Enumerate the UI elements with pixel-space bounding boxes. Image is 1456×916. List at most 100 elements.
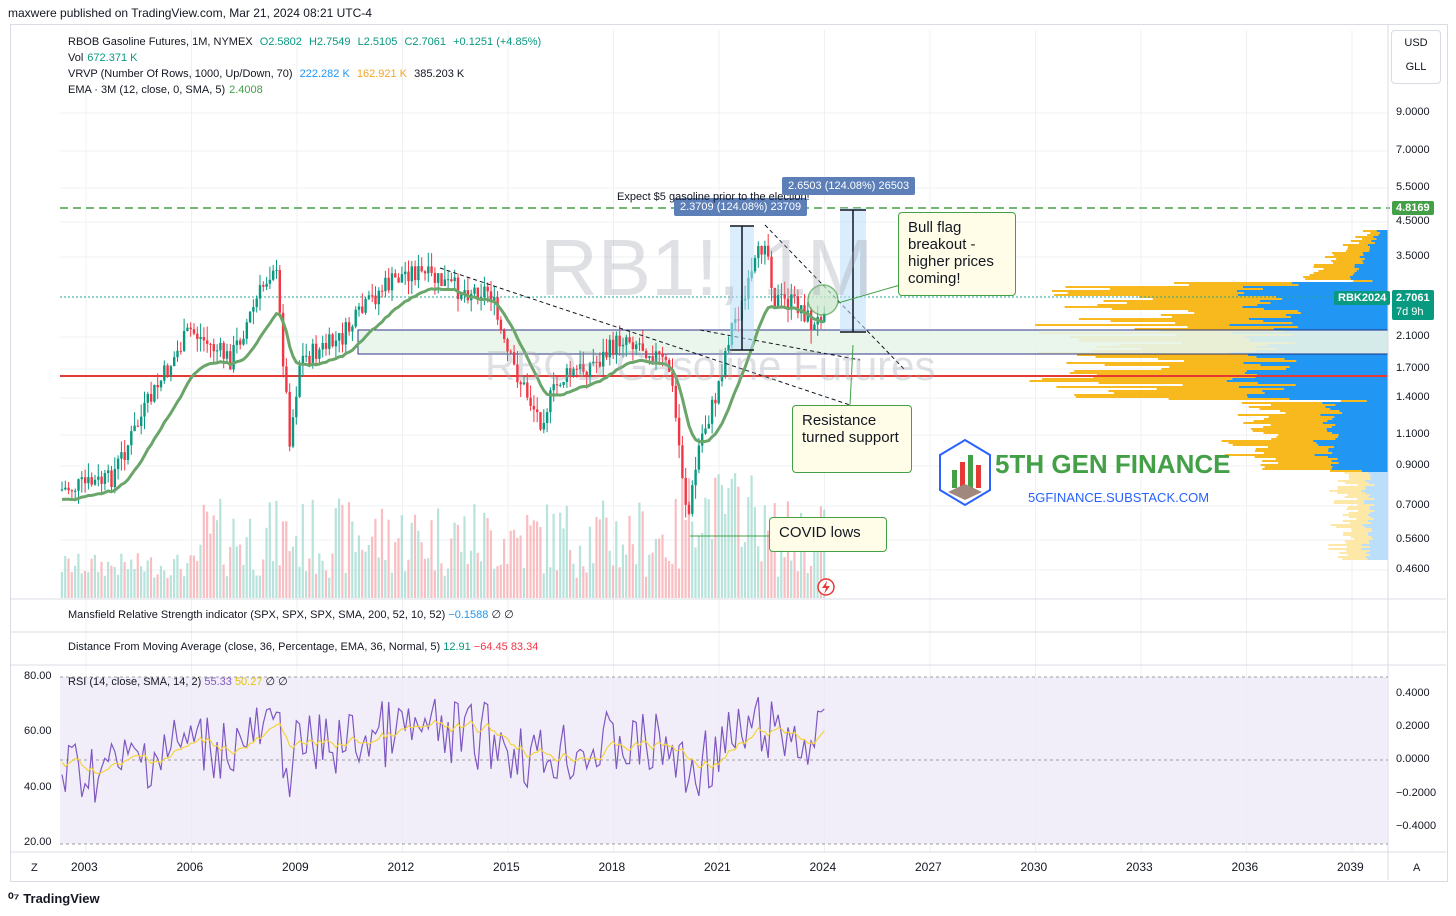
candle-body [413,266,417,281]
candle-body [133,425,136,432]
profile-up-bar [1365,556,1388,558]
volume-bar [182,576,186,598]
volume-bar [186,562,189,598]
volume-bar [354,551,357,598]
candle-body [123,452,126,460]
volume-bar [397,538,400,598]
currency-usd[interactable]: USD [1404,37,1428,49]
profile-down-bar [1263,418,1333,420]
profile-up-bar [1374,504,1388,506]
currency-unit-selector[interactable]: USD GLL [1391,30,1441,84]
volume-bar [644,576,648,598]
candle-body [681,445,684,478]
candle-body [87,477,90,484]
volume-bar [140,566,143,598]
profile-up-bar [1314,454,1388,456]
profile-up-bar [1366,400,1388,402]
volume-bar [400,515,403,598]
profile-up-bar [1318,444,1388,446]
candle-body [450,279,453,282]
volume-bar [103,575,106,598]
profile-down-bar [1348,474,1371,476]
volume-bar [463,516,466,598]
profile-up-bar [1369,546,1388,548]
candle-body [602,351,605,367]
contract-tag: RBK2024 [1334,291,1391,305]
profile-down-bar [1346,550,1370,552]
candle-body [232,345,235,370]
candle-body [67,487,70,491]
rsi-legend[interactable]: RSI (14, close, SMA, 14, 2) 55.33 50.27 … [68,676,288,688]
candle-body [809,310,813,331]
profile-down-bar [1074,394,1247,396]
auto-scale-button[interactable]: A [1413,862,1421,874]
zoom-reset-button[interactable]: Z [31,862,38,874]
volume-legend[interactable]: Vol 672.371 K [68,52,138,64]
unit-gll[interactable]: GLL [1405,61,1427,73]
profile-up-bar [1365,486,1388,488]
profile-down-bar [1108,390,1263,392]
publisher-line: maxwere published on TradingView.com, Ma… [8,6,372,20]
candle-body [394,273,397,278]
vrvp-legend[interactable]: VRVP (Number Of Rows, 1000, Up/Down, 70)… [68,68,465,80]
candle-body [74,490,77,492]
ema-legend[interactable]: EMA · 3M (12, close, 0, SMA, 5) 2.4008 [68,84,263,96]
candle-body [757,246,760,259]
candle-body [694,469,697,486]
profile-up-bar [1297,326,1388,328]
profile-down-bar [1278,462,1339,464]
volume-bar [278,565,281,598]
volume-bar [305,571,308,598]
profile-down-bar [1169,366,1290,368]
volume-bar [529,525,532,598]
candle-body [687,504,691,514]
volume-bar [74,565,77,598]
profile-up-bar [1338,462,1388,464]
profile-down-bar [1331,252,1363,254]
profile-up-bar [1369,248,1388,250]
distance-legend[interactable]: Distance From Moving Average (close, 36,… [68,641,539,653]
profile-up-bar [1376,238,1388,240]
candle-body [209,343,212,345]
ohlc-legend[interactable]: RBOB Gasoline Futures, 1M, NYMEX O2.5802… [68,36,542,48]
profile-down-bar [1357,484,1375,486]
profile-down-bar [1098,382,1258,384]
profile-up-bar [1368,472,1388,474]
profile-down-bar [1074,370,1247,372]
volume-bar [483,512,486,598]
candle-body [648,356,651,359]
candle-body [691,485,694,514]
rsi-line [61,696,825,803]
profile-down-bar [1348,476,1371,478]
profile-up-bar [1367,534,1388,536]
candle-body [420,266,423,272]
volume-bar [245,537,248,598]
mansfield-legend[interactable]: Mansfield Relative Strength indicator (S… [68,609,514,621]
candle-body [575,368,578,370]
volume-bar [595,516,598,598]
volume-bar [380,508,384,598]
time-tick: 2027 [915,860,942,874]
profile-up-bar [1370,474,1388,476]
volume-bar [456,524,459,598]
profile-down-bar [1183,360,1297,362]
candle-body [387,277,390,291]
profile-down-bar [1348,506,1371,508]
volume-bar [311,499,314,598]
profile-up-bar [1366,552,1388,554]
volume-bar [522,568,525,598]
profile-down-bar [1248,406,1326,408]
candle-body [116,458,120,470]
profile-up-bar [1359,256,1388,258]
profile-down-bar [1347,246,1370,248]
profile-up-bar [1332,418,1388,420]
profile-down-bar [1357,498,1375,500]
volume-bar [509,530,512,598]
candle-body [638,343,641,345]
time-tick: 2003 [71,860,98,874]
profile-down-bar [1263,426,1332,428]
volume-bar [192,555,195,598]
profile-down-bar [1243,422,1323,424]
profile-up-bar [1260,364,1388,366]
